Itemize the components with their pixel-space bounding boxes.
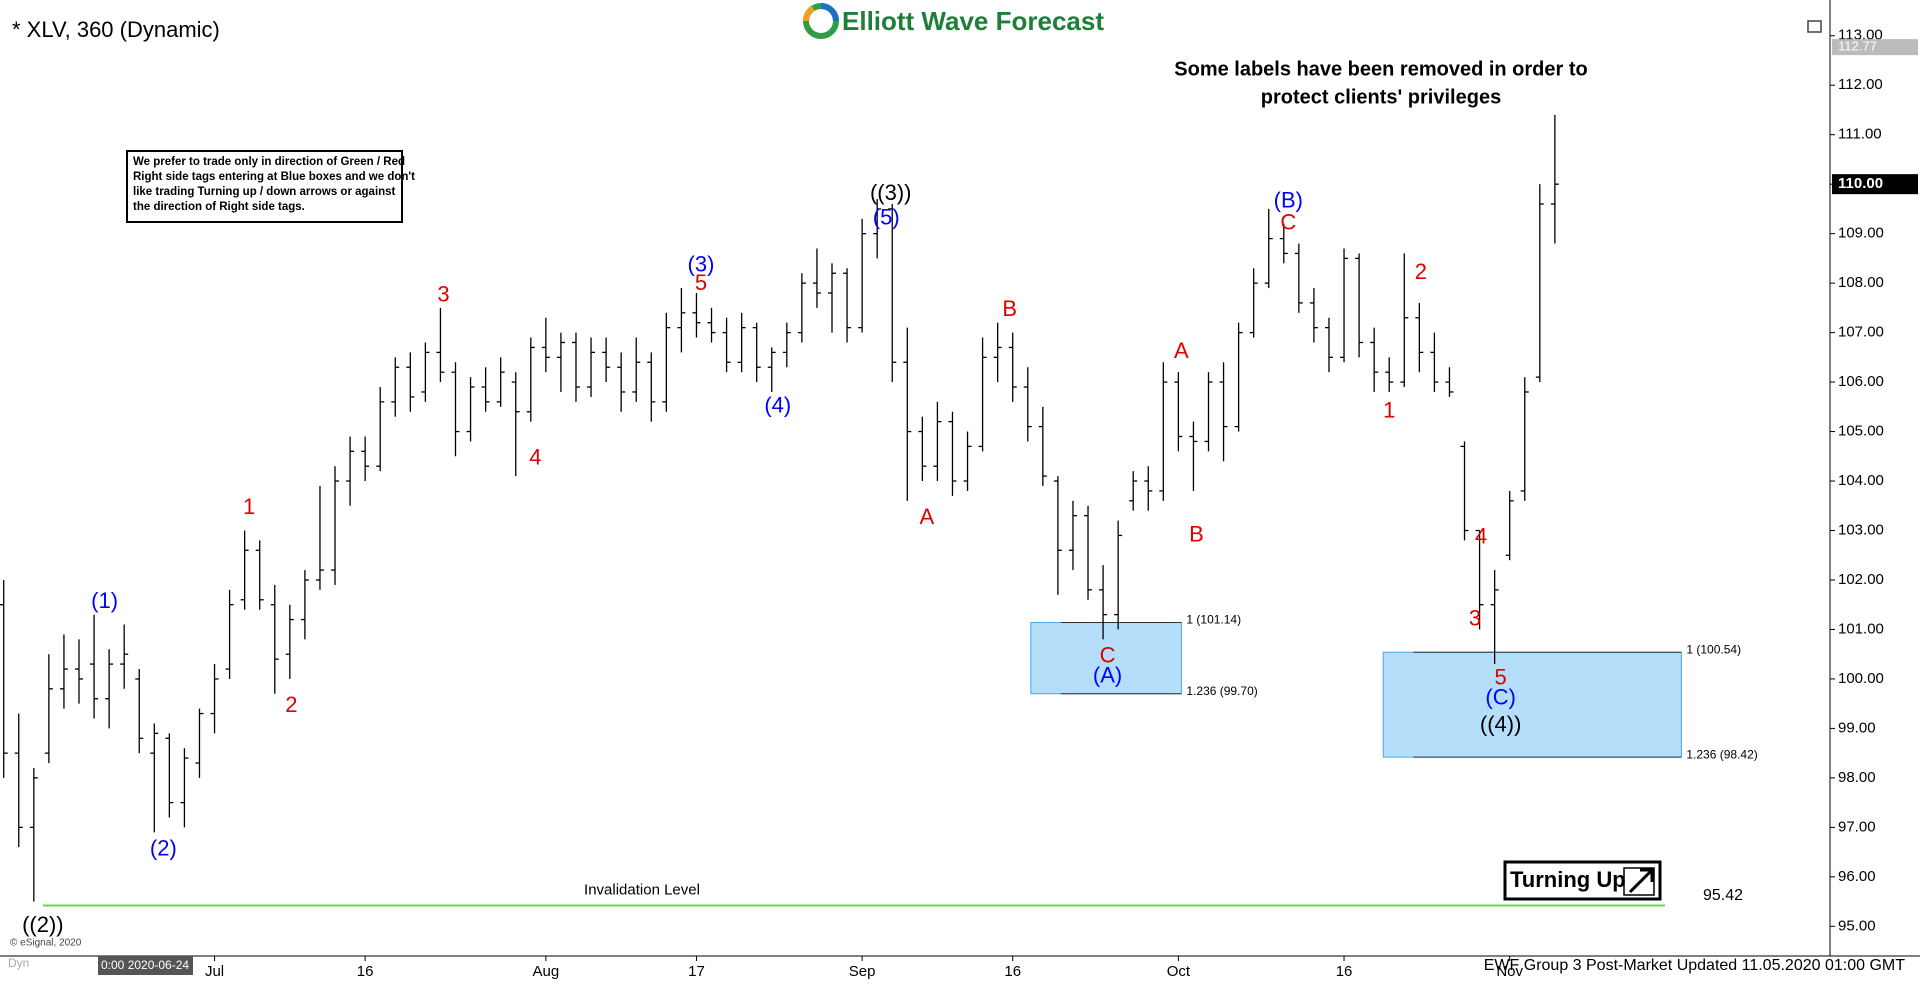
y-tick-label: 101.00 bbox=[1838, 620, 1884, 637]
x-tick-label: Sep bbox=[849, 963, 876, 980]
footer-updated: EWF Group 3 Post-Market Updated 11.05.20… bbox=[1484, 957, 1905, 974]
wave-label: (3) bbox=[688, 252, 715, 277]
y-tick-label: 103.00 bbox=[1838, 521, 1884, 538]
y-tick-label: 99.00 bbox=[1838, 719, 1876, 736]
info-line: like trading Turning up / down arrows or… bbox=[133, 186, 396, 198]
y-tick-label: 104.00 bbox=[1838, 472, 1884, 489]
cursor-label: 0:00 2020-06-24 bbox=[101, 958, 189, 972]
fib-level-label: 1 (101.14) bbox=[1186, 613, 1241, 627]
badge-arrow bbox=[1628, 868, 1654, 894]
x-tick-label: 17 bbox=[688, 963, 705, 980]
y-tick-label: 109.00 bbox=[1838, 225, 1884, 242]
wave-label: 4 bbox=[1475, 524, 1487, 549]
wave-label: 1 bbox=[1383, 398, 1395, 423]
x-tick-label: Nov bbox=[1496, 963, 1523, 980]
y-tick-label: 105.00 bbox=[1838, 423, 1884, 440]
wave-label: ((2)) bbox=[22, 912, 64, 937]
note-line: protect clients' privileges bbox=[1261, 86, 1501, 108]
x-tick-label: 16 bbox=[357, 963, 374, 980]
wave-label: 2 bbox=[1415, 259, 1427, 284]
y-tick-label: 111.00 bbox=[1838, 126, 1882, 143]
wave-label: 1 bbox=[243, 494, 255, 519]
wave-label: (B) bbox=[1274, 187, 1303, 212]
wave-label: 4 bbox=[529, 445, 541, 470]
invalidation-label: Invalidation Level bbox=[584, 882, 700, 899]
y-tick-label: 102.00 bbox=[1838, 571, 1884, 588]
wave-label: 3 bbox=[1469, 605, 1481, 630]
x-tick-label: Jul bbox=[205, 963, 224, 980]
wave-label: (2) bbox=[150, 835, 177, 860]
last-price-label: 110.00 bbox=[1838, 175, 1883, 192]
y-tick-label: 100.00 bbox=[1838, 670, 1884, 687]
turning-up-badge: Turning Up bbox=[1503, 860, 1662, 901]
y-tick-label: 108.00 bbox=[1838, 274, 1884, 291]
invalidation-value: 95.42 bbox=[1703, 887, 1743, 904]
wave-label: B bbox=[1002, 296, 1017, 321]
last-price-box bbox=[1832, 174, 1918, 195]
logo-arc bbox=[820, 3, 839, 22]
wave-label: A bbox=[1174, 338, 1189, 363]
x-tick-label: 16 bbox=[1004, 963, 1021, 980]
copyright: © eSignal, 2020 bbox=[10, 938, 82, 949]
wave-label: 3 bbox=[437, 281, 449, 306]
wave-label: C bbox=[1100, 642, 1116, 667]
info-line: the direction of Right side tags. bbox=[133, 201, 305, 213]
y-tick-label: 112.00 bbox=[1838, 76, 1883, 93]
logo-background bbox=[796, 0, 1124, 40]
y-tick-label: 107.00 bbox=[1838, 324, 1884, 341]
x-tick-label: Aug bbox=[533, 963, 560, 980]
wave-label: ((4)) bbox=[1480, 712, 1522, 737]
wave-label: 2 bbox=[285, 692, 297, 717]
wave-label: 5 bbox=[1495, 665, 1507, 690]
info-line: We prefer to trade only in direction of … bbox=[133, 156, 405, 168]
wave-label: (C) bbox=[1485, 685, 1516, 710]
badge-arrow-box bbox=[1623, 867, 1655, 896]
y-tick-label: 96.00 bbox=[1838, 868, 1876, 885]
logo-arc bbox=[803, 5, 815, 22]
chart-title: * XLV, 360 (Dynamic) bbox=[12, 17, 220, 42]
wave-label: 5 bbox=[695, 270, 707, 295]
note-line: Some labels have been removed in order t… bbox=[1174, 58, 1587, 80]
panel-icon[interactable] bbox=[1807, 20, 1822, 33]
info-box bbox=[126, 150, 403, 223]
fib-level-label: 1 (100.54) bbox=[1686, 642, 1741, 656]
x-tick-label: Oct bbox=[1167, 963, 1191, 980]
y-tick-label: 97.00 bbox=[1838, 818, 1876, 835]
y-tick-label: 95.00 bbox=[1838, 917, 1876, 934]
wave-label: B bbox=[1189, 521, 1204, 546]
cursor-box bbox=[98, 956, 193, 975]
y-tick-label: 98.00 bbox=[1838, 769, 1876, 786]
fib-zone bbox=[1030, 622, 1182, 695]
axis-high-box bbox=[1832, 39, 1918, 56]
axis-high-label: 112.77 bbox=[1838, 39, 1877, 54]
mode-label: Dyn bbox=[8, 956, 29, 970]
fib-zone bbox=[1382, 651, 1682, 758]
wave-label: A bbox=[920, 504, 935, 529]
logo: Elliott Wave Forecast bbox=[796, 0, 1124, 40]
wave-label: (4) bbox=[764, 393, 791, 418]
wave-label: C bbox=[1280, 210, 1296, 235]
wave-label: (A) bbox=[1093, 662, 1122, 687]
x-tick-label: 16 bbox=[1336, 963, 1353, 980]
wave-label: (1) bbox=[91, 588, 118, 613]
fib-level-label: 1.236 (99.70) bbox=[1186, 684, 1257, 698]
badge-text: Turning Up bbox=[1510, 867, 1626, 892]
wave-label: (5) bbox=[873, 205, 900, 230]
logo-text: Elliott Wave Forecast bbox=[842, 6, 1104, 36]
wave-label: ((3)) bbox=[870, 180, 912, 205]
y-tick-label: 106.00 bbox=[1838, 373, 1884, 390]
fib-level-label: 1.236 (98.42) bbox=[1686, 747, 1757, 761]
info-line: Right side tags entering at Blue boxes a… bbox=[133, 171, 415, 183]
